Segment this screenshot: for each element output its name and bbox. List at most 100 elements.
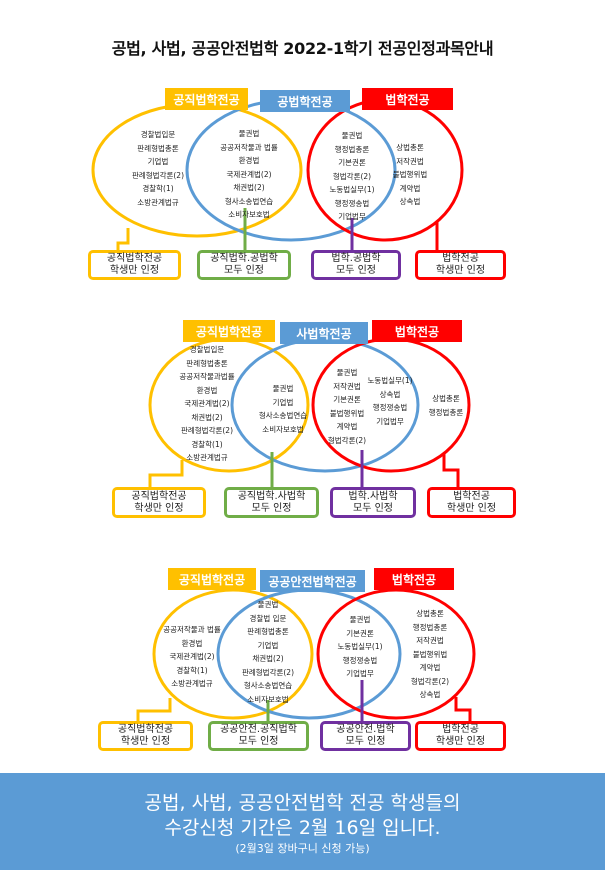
course-item: 판례형법각론(2) [131, 170, 185, 180]
connector-line [454, 697, 472, 722]
course-item: 환경법 [181, 638, 203, 648]
course-item: 기본권론 [338, 158, 366, 167]
major-label-right: 법학전공 [362, 88, 453, 110]
course-item: 상법총론 [416, 609, 444, 618]
course-item: 기업법무 [338, 212, 366, 221]
note-text: 법학전공 [453, 490, 490, 502]
course-item: 저작권법 [416, 636, 444, 645]
note-text: 모두 인정 [345, 736, 386, 747]
note-text: 법학전공 [442, 253, 479, 264]
course-item: 환경법 [238, 156, 260, 165]
note-text: 학생만 인정 [120, 736, 171, 747]
note-text: 모두 인정 [251, 502, 292, 514]
course-item: 국제관계법(2) [169, 652, 215, 661]
note-text: 공직법학전공 [106, 253, 163, 264]
middle-right-note: 법학.사법학 모두 인정 [330, 487, 416, 518]
course-item: 소방관계법규 [171, 679, 213, 688]
major-label-right: 법학전공 [372, 320, 462, 342]
course-item: 기본권론 [333, 395, 361, 404]
course-item: 상속법 [419, 690, 441, 699]
course-item: 불법행위법 [392, 170, 428, 179]
course-item: 저작권법 [396, 156, 424, 166]
major-label-left: 공직법학전공 [165, 88, 248, 110]
course-list-left-middle: 물권법 공공저작물과 법률 환경법 국제관계법(2) 채권법(2) 형사소송법연습 소비자보… [220, 127, 278, 222]
registration-notice-banner: 공법, 사법, 공공안전법학 전공 학생들의 수강신청 기간은 2월 16일 입… [0, 773, 605, 870]
middle-right-note: 공공안전.법학 모두 인정 [320, 721, 411, 751]
note-text: 공직법학전공 [117, 724, 174, 735]
course-item: 기업법 [147, 157, 169, 166]
course-item: 기본권론 [346, 628, 374, 638]
connector-line [148, 460, 184, 488]
course-list-middle-right-b: 노동법실무(1) 상속법 행정쟁송법 기업법무 [367, 374, 412, 428]
left-middle-note: 공직법학.공법학 모두 인정 [197, 250, 291, 280]
course-item: 물권법 [238, 129, 260, 138]
course-item: 소방관계법규 [186, 453, 228, 462]
major-label-right: 법학전공 [374, 568, 454, 590]
course-item: 행정쟁송법 [334, 198, 370, 208]
course-item: 국제관계법(2) [184, 399, 230, 408]
left-only-note: 공직법학전공 학생만 인정 [98, 721, 193, 751]
major-label-left: 공직법학전공 [168, 568, 256, 590]
course-list-left-only: 경찰법입문 판례형법총론 기업법 판례형법각론(2) 경찰학(1) 소방관계법규 [132, 128, 184, 209]
course-item: 기업법무 [376, 416, 404, 426]
note-text: 학생만 인정 [446, 502, 497, 514]
left-middle-note: 공공안전.공직법학 모두 인정 [208, 721, 309, 751]
connector-line [116, 228, 130, 251]
course-item: 채권법(2) [233, 183, 265, 192]
course-item: 행정법총론 [412, 622, 448, 632]
course-list-left-middle: 물권법 경찰법 입문 판례형법총론 기업법 채권법(2) 판례형법각론(2) 형사소송법연습… [242, 598, 294, 706]
course-item: 행정쟁송법 [372, 403, 408, 412]
course-item: 채권법(2) [191, 412, 223, 422]
course-item: 행정쟁송법 [342, 655, 378, 665]
note-text: 학생만 인정 [435, 736, 486, 747]
course-item: 경찰법입문 [189, 345, 225, 354]
course-item: 경찰법 입문 [249, 613, 287, 623]
note-text: 공공안전.공직법학 [220, 724, 297, 735]
course-item: 형법각론(2) [332, 171, 372, 181]
course-item: 경찰학(1) [142, 184, 174, 193]
course-item: 불법행위법 [329, 408, 365, 418]
course-item: 노동법실무(1) [367, 376, 413, 385]
course-item: 노동법실무(1) [329, 185, 375, 194]
course-item: 소방관계법규 [137, 197, 179, 207]
note-text: 공공안전.법학 [336, 724, 395, 735]
major-label-left: 공직법학전공 [183, 320, 275, 342]
note-text: 공직법학.공법학 [210, 253, 278, 264]
left-only-note: 공직법학전공 학생만 인정 [112, 487, 206, 518]
course-item: 계약법 [336, 422, 358, 431]
course-item: 형사소송법연습 [258, 411, 308, 420]
notice-line-1: 공법, 사법, 공공안전법학 전공 학생들의 [144, 792, 461, 814]
course-item: 소비자보호법 [228, 210, 270, 219]
page-title: 공법, 사법, 공공안전법학 2022-1학기 전공인정과목안내 [111, 39, 494, 58]
course-item: 채권법(2) [252, 654, 284, 663]
course-list-middle-right: 물권법 저작권법 기본권론 불법행위법 계약법 형법각론(2) [328, 366, 366, 447]
note-text: 학생만 인정 [134, 502, 184, 514]
course-item: 판례형법총론 [137, 143, 179, 153]
major-label-middle: 사법학전공 [280, 322, 368, 344]
course-item: 판례형법총론 [186, 358, 228, 368]
course-item: 물권법 [349, 615, 371, 624]
connector-line [442, 454, 460, 488]
course-item: 기업법 [272, 397, 294, 407]
course-list-left-only: 경찰법입문 판례형법총론 공공저작물과법률 환경법 국제관계법(2) 채권법(2) 판례형법… [179, 343, 234, 465]
course-item: 공공저작물과법률 [179, 372, 235, 381]
course-item: 상속법 [399, 197, 421, 206]
note-text: 모두 인정 [336, 265, 376, 276]
note-text: 학생만 인정 [109, 265, 160, 276]
course-item: 경찰학(1) [176, 665, 208, 675]
course-item: 행정법총론 [428, 407, 464, 417]
course-list-middle-right: 물권법 기본권론 노동법실무(1) 행정쟁송법 기업법무 [337, 613, 382, 681]
note-text: 공직법학.사법학 [237, 490, 306, 502]
course-item: 공공저작물과 법률 [220, 142, 278, 152]
connector-line [136, 698, 172, 722]
course-list-right-only: 상법총론 행정법총론 저작권법 불법행위법 계약법 형법각론(2) 상속법 [411, 607, 449, 702]
notice-line-3: (2월3일 장바구니 신청 가능) [235, 842, 370, 855]
course-list-left-middle: 물권법 기업법 형사소송법연습 소비자보호법 [259, 382, 307, 436]
venn-circle-right [316, 588, 476, 720]
major-label-middle: 공공안전법학전공 [260, 570, 365, 592]
notice-line-2: 수강신청 기간은 2월 16일 입니다. [164, 817, 441, 839]
note-text: 법학전공 [442, 724, 479, 735]
course-item: 소비자보호법 [262, 424, 304, 434]
note-text: 법학.사법학 [348, 490, 398, 502]
middle-right-note: 법학.공법학 모두 인정 [311, 250, 401, 280]
